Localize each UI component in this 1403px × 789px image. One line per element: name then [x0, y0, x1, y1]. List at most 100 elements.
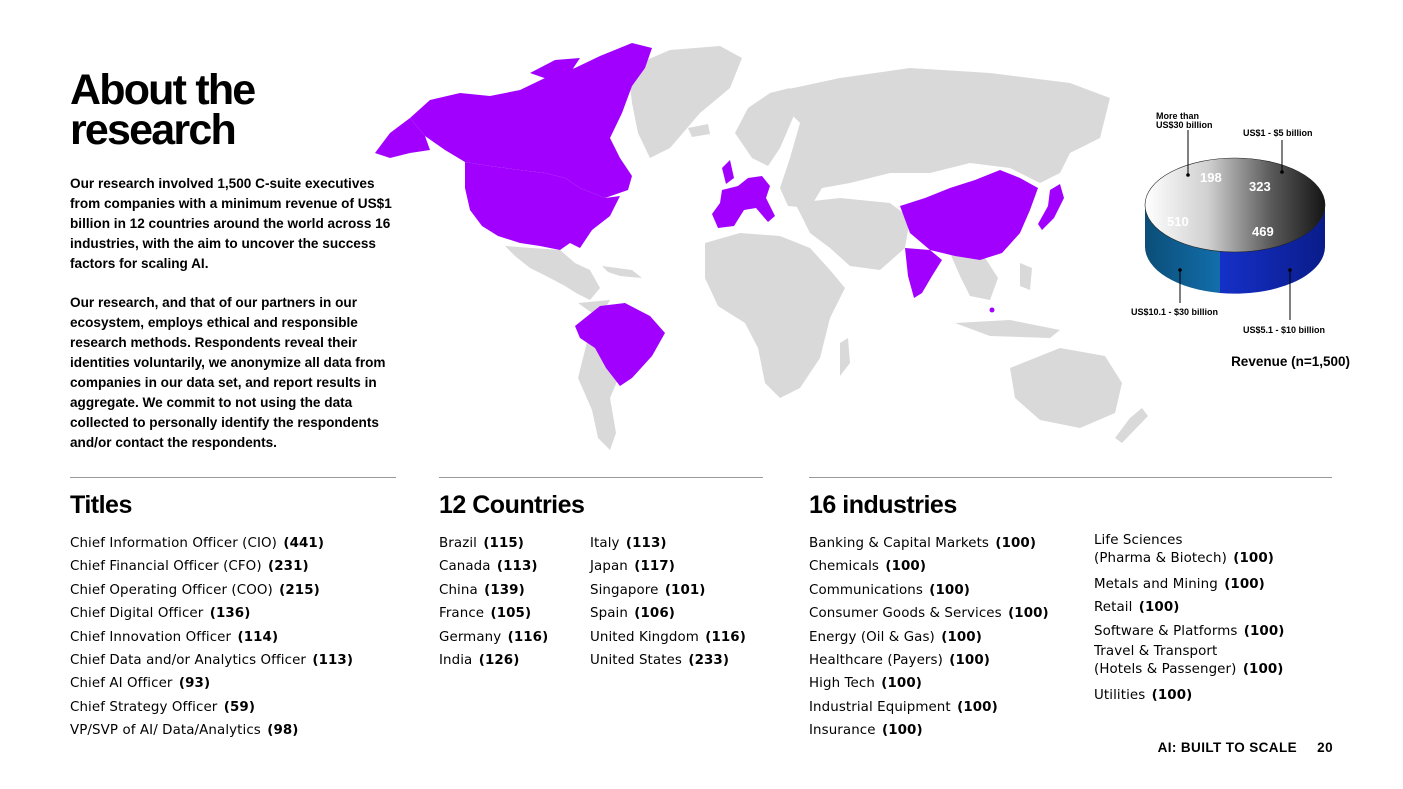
country-item: United States (233) — [590, 649, 746, 672]
countries-list-col1: Brazil (115) Canada (113) China (139) Franc… — [439, 532, 548, 672]
country-item: Singapore (101) — [590, 579, 746, 602]
industry-item: Healthcare (Payers) (100) — [809, 649, 1049, 672]
titles-heading: Titles — [70, 491, 132, 519]
industry-item-name: Software & Platforms — [1094, 623, 1238, 639]
industry-item-name-line2: (Hotels & Passenger) — [1094, 662, 1237, 678]
map-western-europe — [712, 176, 775, 228]
pie-value-5to10: 469 — [1252, 224, 1274, 239]
map-china — [900, 170, 1038, 260]
title-item: Chief Data and/or Analytics Officer (113… — [70, 649, 353, 672]
industry-item: Insurance (100) — [809, 719, 1049, 742]
country-item: China (139) — [439, 579, 548, 602]
country-item-name: India — [439, 652, 473, 668]
industry-item-count: (100) — [929, 582, 970, 598]
map-united-kingdom — [722, 160, 734, 184]
industry-item: Metals and Mining (100) — [1094, 573, 1285, 596]
map-japan — [1038, 184, 1064, 230]
title-item: Chief Financial Officer (CFO) (231) — [70, 555, 353, 578]
map-highlighted-countries — [375, 43, 1064, 386]
industry-item-count: (100) — [957, 699, 998, 715]
map-mexico — [505, 246, 600, 300]
industry-item-name-line2: (Pharma & Biotech) — [1094, 551, 1227, 566]
title-item-count: (136) — [209, 606, 251, 622]
pie-label-1to5: US$1 - $5 billion — [1243, 128, 1313, 138]
title-item-name: Chief Financial Officer (CFO) — [70, 559, 262, 575]
title-item: VP/SVP of AI/ Data/Analytics (98) — [70, 719, 353, 742]
industry-item-count: (100) — [941, 629, 982, 645]
industry-item-count: (100) — [1008, 606, 1049, 622]
pie-value-1to5: 323 — [1249, 179, 1271, 194]
industry-item: Life Sciences (Pharma & Biotech) (100) — [1094, 532, 1285, 573]
title-item-name: Chief Digital Officer — [70, 606, 204, 622]
map-singapore — [989, 307, 995, 313]
map-caribbean — [602, 266, 642, 278]
title-item-count: (215) — [279, 582, 320, 598]
country-item: Canada (113) — [439, 555, 548, 578]
industry-item-count: (100) — [1151, 688, 1193, 704]
country-item-count: (233) — [688, 652, 730, 668]
map-indonesia — [955, 320, 1060, 338]
title-item-name: Chief Strategy Officer — [70, 699, 218, 715]
industry-item-count: (100) — [1224, 577, 1265, 592]
industry-item-count: (100) — [949, 652, 990, 668]
industry-item: Retail (100) — [1094, 596, 1285, 619]
country-item: Spain (106) — [590, 602, 746, 625]
map-iceland — [688, 124, 710, 137]
industry-item-name: Insurance — [809, 723, 876, 739]
country-item-count: (113) — [625, 536, 667, 551]
title-item-name: Chief Data and/or Analytics Officer — [70, 652, 307, 668]
country-item-name: Japan — [590, 559, 628, 575]
intro-paragraph-2: Our research, and that of our partners i… — [70, 295, 386, 450]
title-item: Chief AI Officer (93) — [70, 672, 353, 695]
country-item-count: (113) — [496, 559, 538, 575]
intro-paragraph-1: Our research involved 1,500 C-suite exec… — [70, 176, 392, 271]
country-item-name: Brazil — [439, 536, 477, 551]
industry-item: Communications (100) — [809, 579, 1049, 602]
map-africa — [705, 233, 845, 398]
page-title-line2: research — [70, 106, 237, 154]
country-item-count: (116) — [507, 629, 549, 645]
industry-item-name: Energy (Oil & Gas) — [809, 629, 935, 645]
page-number: 20 — [1317, 740, 1333, 755]
pie-value-10to30: 510 — [1167, 214, 1189, 229]
title-item: Chief Innovation Officer (114) — [70, 626, 353, 649]
title-item: Chief Strategy Officer (59) — [70, 696, 353, 719]
country-item-count: (101) — [664, 582, 706, 598]
industry-item-count: (100) — [881, 723, 923, 739]
map-united-states — [465, 162, 620, 250]
title-item-name: VP/SVP of AI/ Data/Analytics — [70, 723, 261, 739]
title-item-name: Chief Operating Officer (COO) — [70, 582, 273, 598]
country-item-name: Germany — [439, 629, 502, 645]
title-item: Chief Operating Officer (COO) (215) — [70, 579, 353, 602]
pie-label-gt30-line2: US$30 billion — [1156, 120, 1213, 130]
callout-dot-5to10 — [1288, 268, 1292, 272]
country-item: Italy (113) — [590, 532, 746, 555]
industry-item: Chemicals (100) — [809, 555, 1049, 578]
industry-item-name: Retail — [1094, 600, 1133, 616]
map-canada — [410, 43, 652, 198]
page-footer: AI: BUILT TO SCALE 20 — [1158, 740, 1333, 755]
industry-item-name: High Tech — [809, 676, 875, 692]
industry-item-count: (100) — [995, 536, 1037, 551]
industry-item-name: Travel & Transport — [1094, 644, 1218, 660]
industries-list-col1: Banking & Capital Markets (100) Chemicals… — [809, 532, 1049, 743]
industry-item-name: Chemicals — [809, 559, 880, 575]
title-item: Chief Information Officer (CIO) (441) — [70, 532, 353, 555]
map-alaska — [375, 118, 430, 158]
country-item-name: Canada — [439, 559, 491, 575]
country-item-count: (105) — [490, 606, 532, 622]
industry-item-name: Life Sciences — [1094, 533, 1183, 548]
callout-dot-10to30 — [1178, 268, 1182, 272]
country-item: Germany (116) — [439, 626, 548, 649]
industry-item-count: (100) — [881, 676, 922, 692]
country-item: France (105) — [439, 602, 548, 625]
map-new-zealand — [1115, 408, 1148, 443]
industry-item-name: Utilities — [1094, 688, 1146, 704]
industry-item: Energy (Oil & Gas) (100) — [809, 626, 1049, 649]
industry-item-count: (100) — [1242, 662, 1284, 678]
industry-item-name: Banking & Capital Markets — [809, 536, 990, 551]
callout-dot-gt30 — [1186, 173, 1190, 177]
industry-item: Banking & Capital Markets (100) — [809, 532, 1049, 555]
industries-rule — [809, 477, 1332, 478]
country-item-name: Italy — [590, 536, 620, 551]
